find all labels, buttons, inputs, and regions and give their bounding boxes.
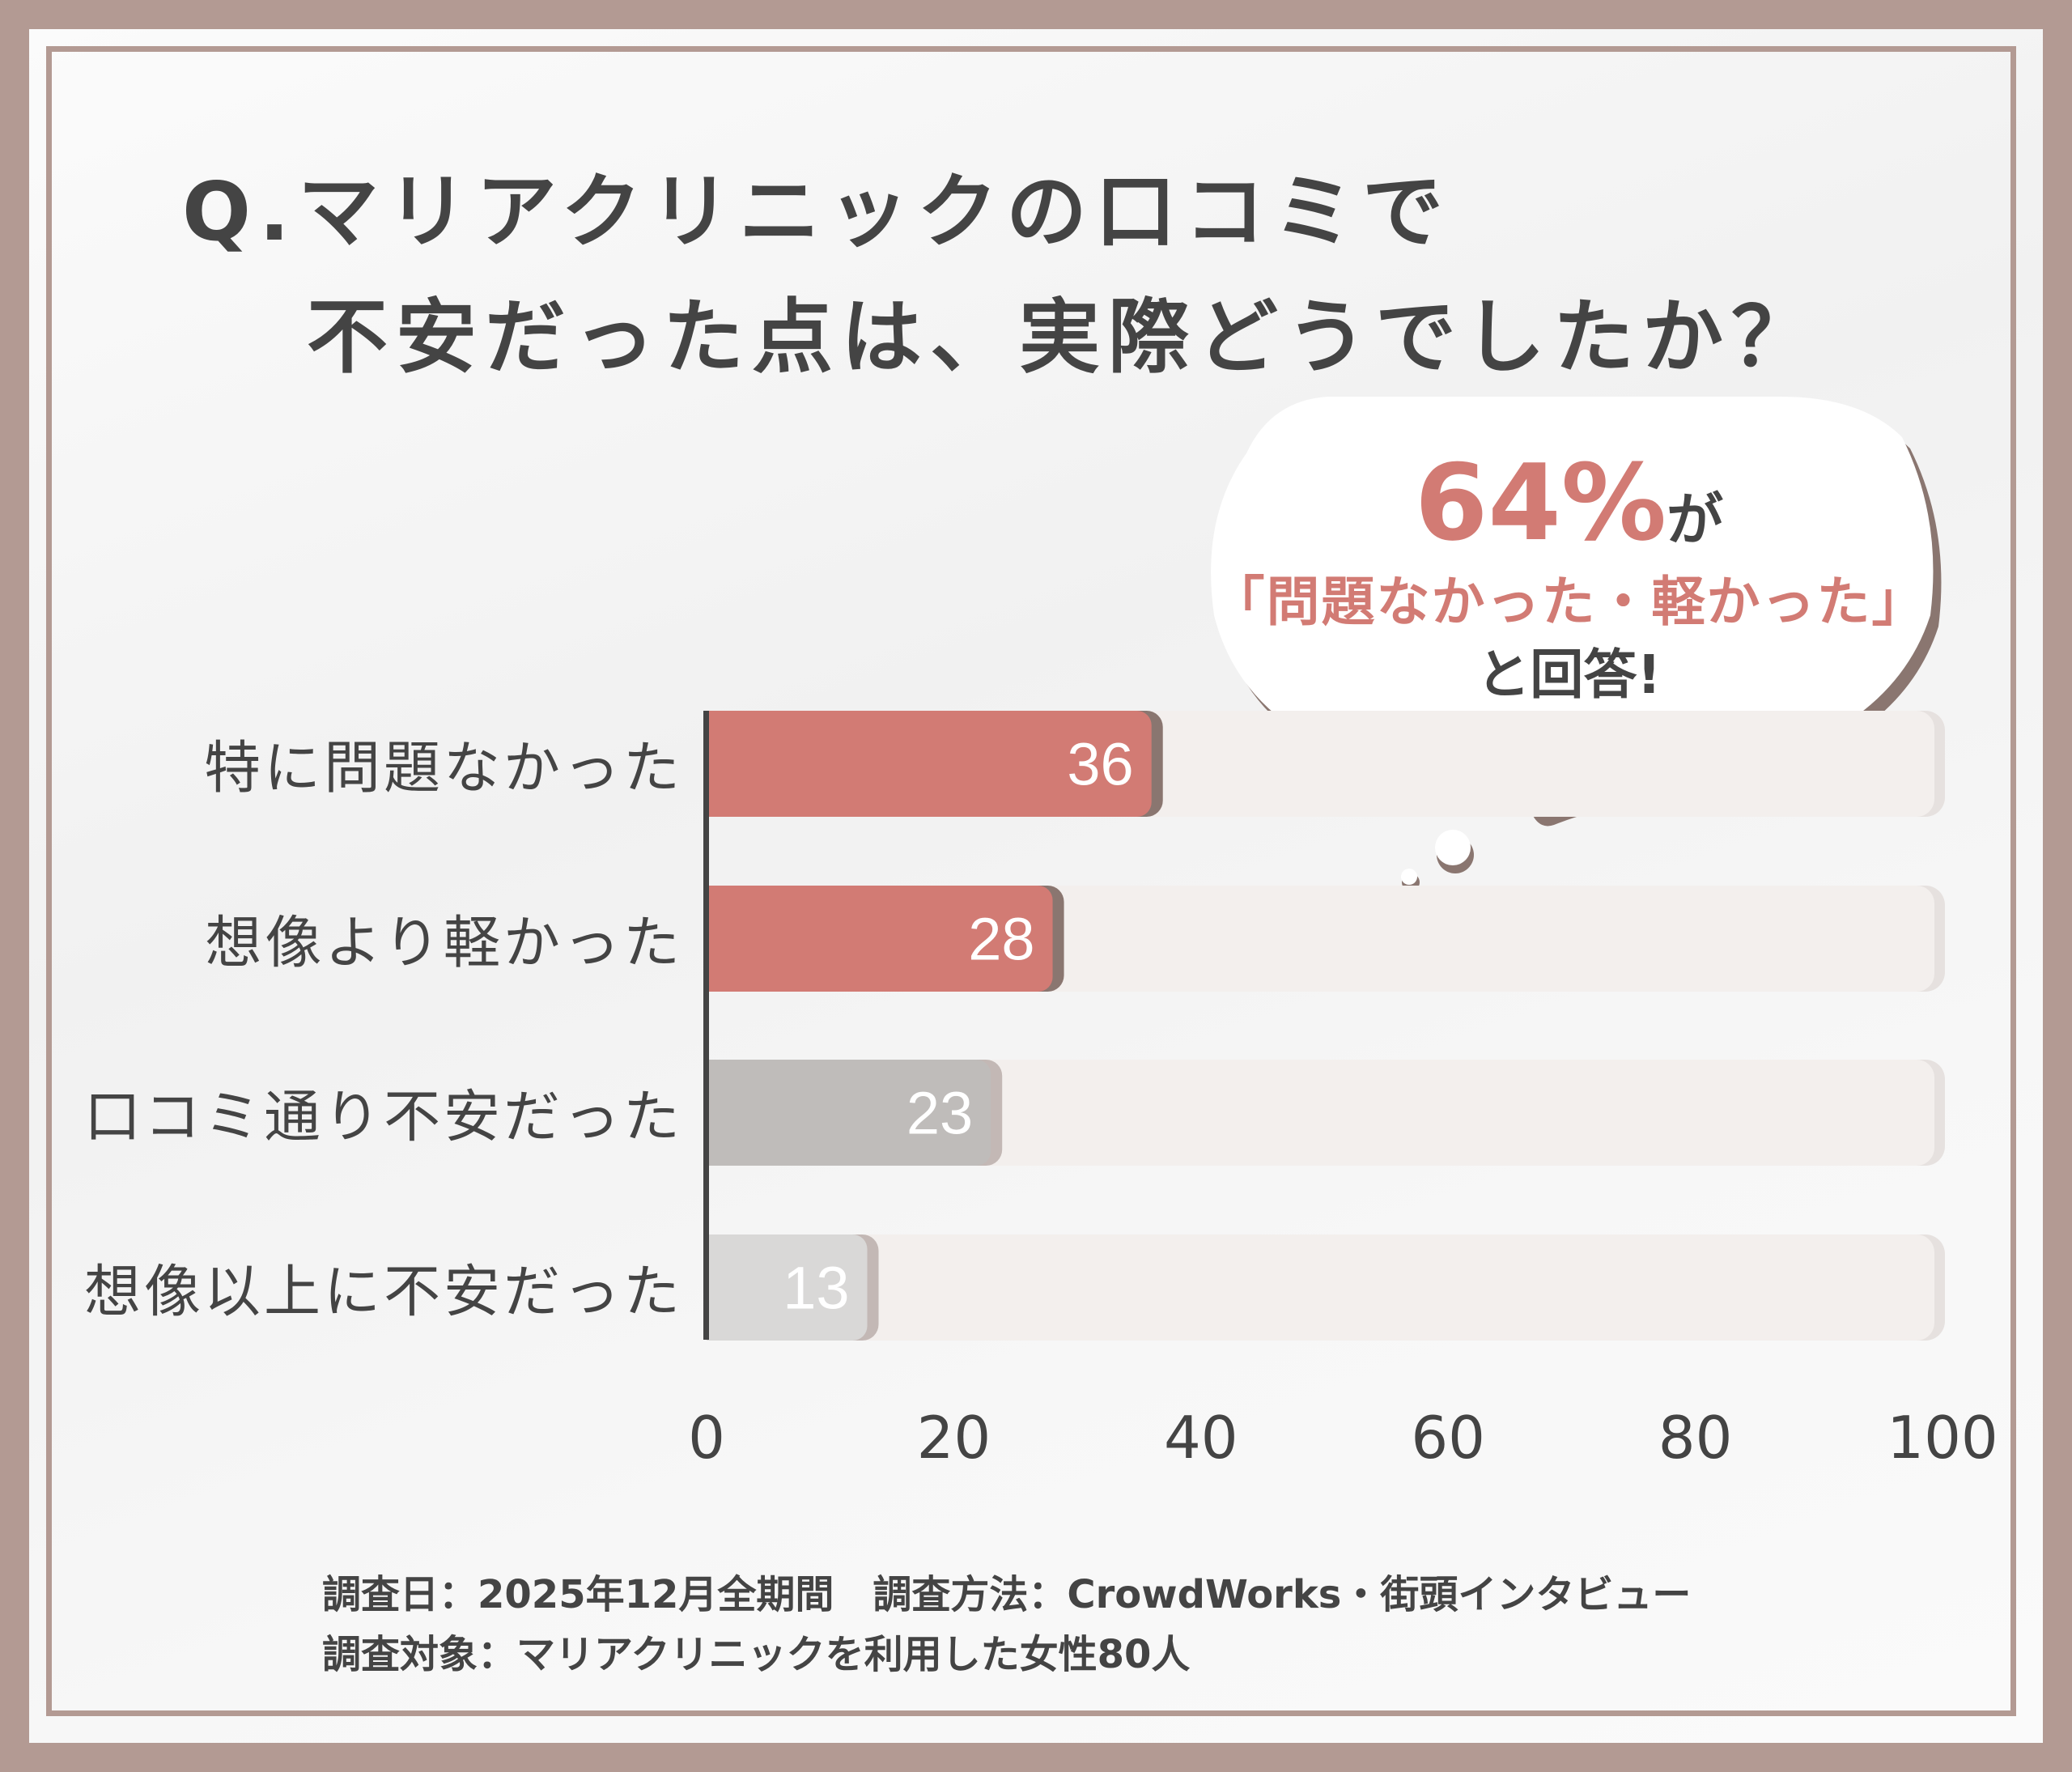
callout-quote: 「問題なかった・軽かった」 <box>1211 571 1927 633</box>
callout-bubble: 64%が 「問題なかった・軽かった」 と回答! <box>1200 397 1938 777</box>
x-tick-label: 40 <box>1163 1404 1238 1472</box>
bar-value-label: 13 <box>783 1255 849 1322</box>
callout-bubble-shape <box>1211 397 1934 815</box>
callout-percent: 64% <box>1414 441 1667 564</box>
bar-left-edge <box>707 1234 731 1341</box>
x-tick-label: 20 <box>916 1404 991 1472</box>
bar-track <box>707 1060 1934 1166</box>
bar-value-label: 36 <box>1067 731 1133 798</box>
callout-suffix: と回答! <box>1476 644 1662 706</box>
x-tick-label: 80 <box>1658 1404 1733 1472</box>
bar-left-edge <box>707 1060 731 1166</box>
bar-track <box>707 1234 1934 1341</box>
bar <box>707 1234 868 1341</box>
bar-value-label: 23 <box>906 1080 973 1147</box>
bar <box>707 711 1152 817</box>
category-label: 特に問題なかった <box>204 734 683 801</box>
x-tick-label: 0 <box>688 1404 725 1472</box>
bar-left-edge <box>707 711 731 817</box>
footer-survey-target: 調査対象：マリアクリニックを利用した女性80人 <box>322 1632 1191 1677</box>
bar <box>707 886 1053 992</box>
category-label: 想像以上に不安だった <box>84 1258 683 1325</box>
chart-title-line2: 不安だった点は、実際どうでしたか？ <box>307 290 1820 385</box>
callout-particle: が <box>1667 487 1724 553</box>
thought-dot <box>1435 830 1471 865</box>
y-axis-line <box>703 711 709 1340</box>
footer-survey-info: 調査日：2025年12月全期間 調査方法：CrowdWorks・街頭インタビュー <box>322 1572 1692 1617</box>
bar-value-label: 28 <box>968 906 1034 973</box>
thought-dot <box>1401 869 1417 885</box>
category-label: 想像より軽かった <box>205 909 683 976</box>
chart-title-line1: Q.マリアクリニックの口コミで <box>182 164 1451 259</box>
x-tick-label: 100 <box>1887 1404 1998 1472</box>
bar <box>707 1060 991 1166</box>
bar-left-edge <box>707 886 731 992</box>
category-label: 口コミ通り不安だった <box>84 1083 683 1150</box>
x-tick-label: 60 <box>1411 1404 1485 1472</box>
frame-border <box>46 46 2016 1716</box>
